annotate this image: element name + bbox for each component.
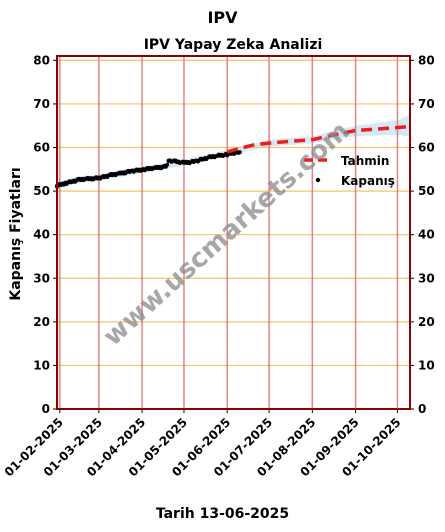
y-tick-label-right: 80 <box>418 53 435 67</box>
actual-point <box>166 158 171 163</box>
actual-point <box>208 155 213 160</box>
y-tick-label: 30 <box>33 271 50 285</box>
legend: Tahmin Kapanış <box>304 154 395 188</box>
y-tick-label-right: 60 <box>418 141 435 155</box>
y-tick-label-right: 70 <box>418 97 435 111</box>
chart-title: IPV Yapay Zeka Analizi <box>144 37 323 53</box>
actual-point <box>201 156 206 161</box>
y-tick-label: 40 <box>33 228 50 242</box>
y-tick-label-right: 0 <box>418 402 426 416</box>
actual-point <box>91 176 96 181</box>
actual-point <box>140 167 145 172</box>
actual-point <box>116 171 121 176</box>
y-tick-label: 80 <box>33 53 50 67</box>
actual-point <box>123 170 128 175</box>
y-tick-label-right: 50 <box>418 184 435 198</box>
actual-point <box>70 179 75 184</box>
y-tick-label: 60 <box>33 141 50 155</box>
legend-label-actual: Kapanış <box>341 174 395 188</box>
y-tick-label-right: 30 <box>418 271 435 285</box>
actual-point <box>237 150 242 155</box>
actual-point <box>152 166 157 171</box>
actual-point <box>215 153 220 158</box>
forecast-line <box>226 124 411 154</box>
y-tick-label: 20 <box>33 315 50 329</box>
actual-point <box>163 164 168 169</box>
y-tick-label: 70 <box>33 97 50 111</box>
actual-point <box>130 169 135 174</box>
actual-point <box>194 159 199 164</box>
actual-point <box>173 159 178 164</box>
actual-point <box>109 172 114 177</box>
y-tick-label: 0 <box>42 402 50 416</box>
legend-label-forecast: Tahmin <box>341 154 389 168</box>
actual-point <box>145 166 150 171</box>
actual-point <box>84 176 89 181</box>
actual-point <box>187 160 192 165</box>
plot-frame <box>56 55 411 410</box>
date-caption: Tarih 13-06-2025 <box>155 506 290 522</box>
actual-point <box>159 165 164 170</box>
y-tick-label: 10 <box>33 358 50 372</box>
y-tick-label-right: 20 <box>418 315 435 329</box>
y-tick-label: 50 <box>33 184 50 198</box>
legend-swatch-actual <box>315 177 321 183</box>
actual-point <box>96 176 101 181</box>
actual-point <box>77 177 82 182</box>
y-axis-label: Kapanış Fiyatları <box>8 167 24 300</box>
actual-point <box>102 174 107 179</box>
chart-suptitle: IPV <box>207 8 238 27</box>
actual-point <box>63 181 68 186</box>
y-tick-label-right: 40 <box>418 228 435 242</box>
actual-point <box>181 160 186 165</box>
y-tick-label-right: 10 <box>418 358 435 372</box>
actual-point <box>225 152 230 157</box>
